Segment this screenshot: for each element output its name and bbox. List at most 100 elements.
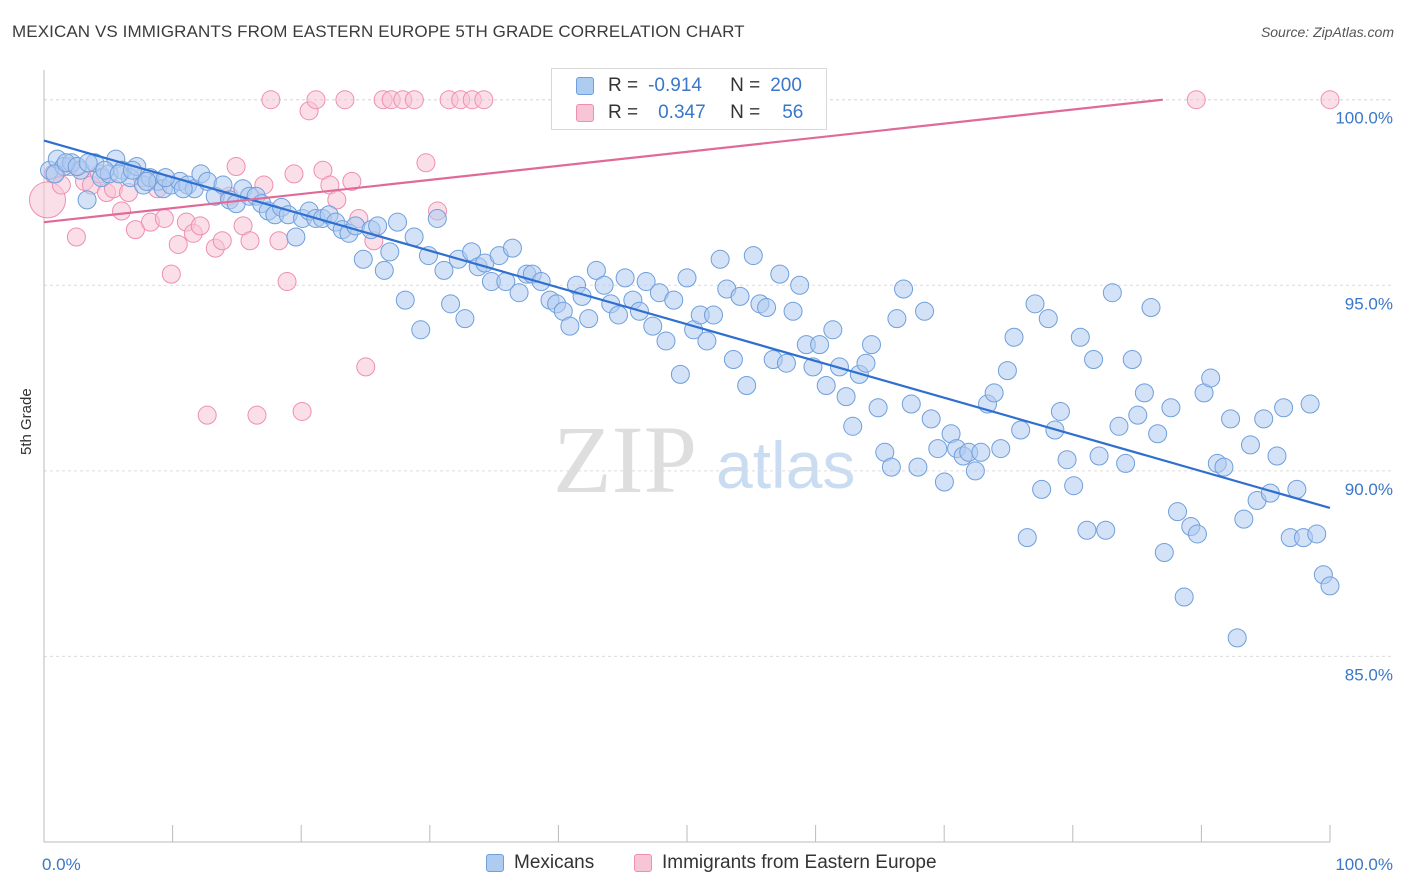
point-mexicans xyxy=(971,442,991,462)
point-mexicans xyxy=(594,275,614,295)
point-eastern-europe xyxy=(269,231,289,251)
point-eastern-europe xyxy=(1186,90,1206,110)
point-mexicans xyxy=(560,316,580,336)
point-mexicans xyxy=(395,290,415,310)
legend-r-label: R = xyxy=(608,75,639,96)
point-mexicans xyxy=(770,264,790,284)
legend-swatch-pink xyxy=(576,104,594,122)
point-mexicans xyxy=(434,260,454,280)
point-mexicans xyxy=(908,457,928,477)
point-mexicans xyxy=(710,249,730,269)
chart-title: MEXICAN VS IMMIGRANTS FROM EASTERN EUROP… xyxy=(12,22,745,41)
legend-row-mexicans: R = -0.914 N = 200 xyxy=(576,73,802,99)
point-mexicans xyxy=(509,283,529,303)
bottom-legend-mexicans: Mexicans xyxy=(486,852,594,874)
point-eastern-europe xyxy=(212,231,232,251)
point-mexicans xyxy=(730,286,750,306)
point-mexicans xyxy=(1109,416,1129,436)
point-eastern-europe xyxy=(247,405,267,425)
point-mexicans xyxy=(656,331,676,351)
point-eastern-europe xyxy=(284,164,304,184)
point-mexicans xyxy=(1148,424,1168,444)
point-eastern-europe xyxy=(416,153,436,173)
legend-r-value: 0.347 xyxy=(658,102,706,123)
point-eastern-europe xyxy=(161,264,181,284)
point-mexicans xyxy=(1064,476,1084,496)
point-mexicans xyxy=(1254,409,1274,429)
point-mexicans xyxy=(934,472,954,492)
point-mexicans xyxy=(286,227,306,247)
point-mexicans xyxy=(776,353,796,373)
watermark-zip: ZIP xyxy=(553,406,697,513)
point-mexicans xyxy=(1096,520,1116,540)
point-mexicans xyxy=(783,301,803,321)
point-mexicans xyxy=(1057,450,1077,470)
bottom-legend-label: Immigrants from Eastern Europe xyxy=(662,852,937,873)
point-mexicans xyxy=(843,416,863,436)
point-mexicans xyxy=(1187,524,1207,544)
point-mexicans xyxy=(1025,294,1045,314)
bottom-legend: Mexicans Immigrants from Eastern Europe xyxy=(0,852,1406,876)
point-mexicans xyxy=(1214,457,1234,477)
point-eastern-europe xyxy=(306,90,326,110)
point-mexicans xyxy=(1089,446,1109,466)
point-eastern-europe xyxy=(474,90,494,110)
point-mexicans xyxy=(1154,543,1174,562)
point-mexicans xyxy=(1084,350,1104,369)
point-mexicans xyxy=(1134,383,1154,403)
point-mexicans xyxy=(670,364,690,384)
point-mexicans xyxy=(836,387,856,407)
point-eastern-europe xyxy=(1320,90,1340,110)
point-mexicans xyxy=(997,361,1017,381)
point-mexicans xyxy=(1038,309,1058,329)
point-mexicans xyxy=(1201,368,1221,388)
point-eastern-europe xyxy=(342,171,362,191)
bottom-swatch-blue xyxy=(486,854,504,872)
legend-n-label: N = xyxy=(730,102,761,123)
point-mexicans xyxy=(790,275,810,295)
point-eastern-europe xyxy=(197,405,217,425)
point-mexicans xyxy=(868,398,888,418)
point-eastern-europe xyxy=(292,401,312,421)
point-mexicans xyxy=(441,294,461,314)
y-tick-label: 85.0% xyxy=(1345,665,1393,684)
point-mexicans xyxy=(609,305,629,325)
point-mexicans xyxy=(636,272,656,292)
point-eastern-europe xyxy=(125,220,145,240)
point-eastern-europe xyxy=(190,216,210,236)
x-tick-label-end: 100.0% xyxy=(1335,855,1393,874)
point-mexicans xyxy=(697,331,717,351)
point-mexicans xyxy=(816,375,836,395)
point-mexicans xyxy=(643,316,663,336)
point-mexicans xyxy=(353,249,373,269)
point-mexicans xyxy=(810,335,830,355)
point-eastern-europe xyxy=(240,231,260,251)
point-mexicans xyxy=(743,246,763,266)
point-eastern-europe xyxy=(356,357,376,377)
point-mexicans xyxy=(901,394,921,414)
point-mexicans xyxy=(586,260,606,280)
point-eastern-europe xyxy=(168,234,188,254)
point-mexicans xyxy=(1240,435,1260,455)
point-mexicans xyxy=(380,242,400,262)
point-mexicans xyxy=(862,335,882,355)
point-mexicans xyxy=(928,439,948,459)
point-mexicans xyxy=(1267,446,1287,466)
point-mexicans xyxy=(1320,576,1340,596)
legend-swatch-blue xyxy=(576,77,594,95)
point-mexicans xyxy=(1116,453,1136,473)
point-mexicans xyxy=(1070,327,1090,347)
y-tick-label: 90.0% xyxy=(1345,480,1393,499)
point-mexicans xyxy=(1050,401,1070,421)
point-mexicans xyxy=(1032,479,1052,499)
bottom-swatch-pink xyxy=(634,854,652,872)
bottom-legend-eastern-europe: Immigrants from Eastern Europe xyxy=(634,852,937,874)
trendline-mexicans xyxy=(43,139,1331,510)
point-mexicans xyxy=(77,190,97,210)
point-mexicans xyxy=(1011,420,1031,440)
bottom-legend-label: Mexicans xyxy=(514,852,595,873)
point-mexicans xyxy=(887,309,907,329)
point-mexicans xyxy=(737,375,757,395)
point-mexicans xyxy=(1122,350,1142,369)
